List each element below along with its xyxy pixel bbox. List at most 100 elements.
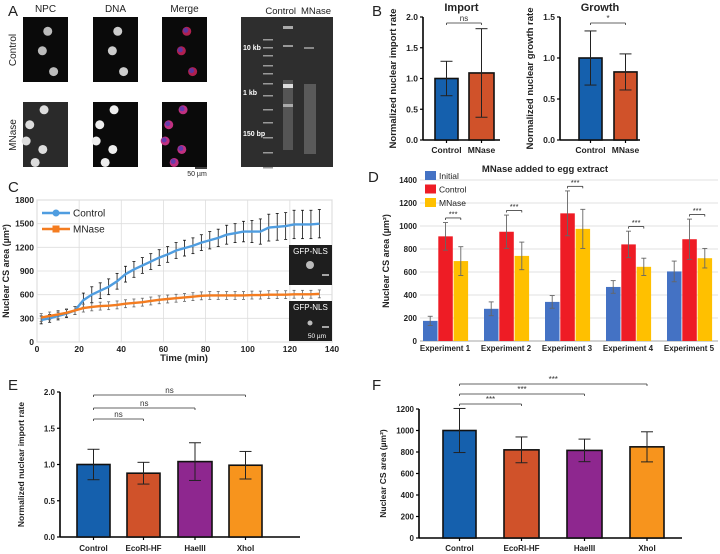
dna-stain xyxy=(165,121,171,127)
nucleus xyxy=(119,67,129,77)
ladder-band xyxy=(263,95,273,97)
y-tick-label: 0.0 xyxy=(44,533,56,542)
bar-mnase xyxy=(514,255,530,341)
nucleus xyxy=(108,144,118,154)
bar-control xyxy=(621,244,636,341)
panel-label: D xyxy=(368,169,379,186)
column-label: NPC xyxy=(35,4,56,15)
x-tick-label: Experiment 4 xyxy=(603,344,654,353)
bar-control xyxy=(560,213,575,341)
panel-a-micrographs xyxy=(21,17,207,167)
x-tick-label: Experiment 2 xyxy=(481,344,532,353)
column-label: Merge xyxy=(170,4,199,15)
bar-mnase xyxy=(636,266,652,341)
bar-initial xyxy=(667,271,682,341)
gel-lane-label: Control xyxy=(265,6,296,17)
y-tick-label: 0.5 xyxy=(44,497,56,506)
gel-band xyxy=(283,26,293,29)
y-tick-label: 1000 xyxy=(399,222,417,231)
x-tick-label: Control xyxy=(445,544,473,553)
x-tick-label: EcoRI-HF xyxy=(126,544,162,553)
dna-stain xyxy=(183,27,189,33)
nucleus xyxy=(43,26,53,36)
y-tick-label: 1500 xyxy=(15,219,34,229)
y-tick-label: 1.5 xyxy=(406,43,418,53)
panel-label: F xyxy=(372,377,381,394)
x-tick-label: Control xyxy=(575,145,605,155)
legend-label: MNase xyxy=(73,225,105,236)
dna-stain xyxy=(189,68,195,74)
legend-label: Control xyxy=(439,185,467,195)
chart-panel-f: 0 200 400 600 800 1000 1200 Control EcoRI-HF HaeI… xyxy=(378,375,682,553)
significance-label: ns xyxy=(114,410,122,419)
x-axis-label: Time (min) xyxy=(160,353,208,364)
row-label: MNase xyxy=(8,119,19,151)
y-axis-label: Nuclear CS area (µm²) xyxy=(1,224,11,318)
significance-label: ns xyxy=(140,399,148,408)
x-tick-label: 0 xyxy=(35,344,40,354)
nucleus xyxy=(109,105,119,115)
nucleus xyxy=(37,46,47,56)
nucleus xyxy=(25,120,35,130)
panel-label: A xyxy=(8,3,18,20)
ladder-band xyxy=(263,83,273,85)
x-tick-label: Control xyxy=(79,544,107,553)
series-line xyxy=(40,292,320,319)
panel-label: C xyxy=(8,179,19,196)
y-tick-label: 1800 xyxy=(15,195,34,205)
significance-label: *** xyxy=(486,395,495,404)
chart-title: Growth xyxy=(581,2,620,14)
y-tick-label: 800 xyxy=(404,245,418,254)
significance-label: *** xyxy=(693,206,702,215)
nucleus xyxy=(95,120,105,130)
x-tick-label: 80 xyxy=(201,344,211,354)
x-tick-label: Experiment 3 xyxy=(542,344,593,353)
bar-mnase xyxy=(575,228,591,341)
x-tick-label: Experiment 1 xyxy=(420,344,471,353)
dna-stain xyxy=(178,145,184,151)
y-axis-label: Nuclear CS area (µm²) xyxy=(381,214,391,308)
y-tick-label: 0 xyxy=(29,337,34,347)
y-tick-label: 0.5 xyxy=(406,104,418,114)
chart-panel-c: 0 20 40 60 80 100 120 140 0 300 600 900 1200 1500 1800… xyxy=(1,195,339,364)
legend-swatch xyxy=(425,198,436,207)
x-tick-label: MNase xyxy=(468,145,496,155)
column-label: DNA xyxy=(105,4,126,15)
inset-label: GFP-NLS xyxy=(293,303,328,312)
gel-marker-label: 10 kb xyxy=(243,45,261,52)
inset-label: GFP-NLS xyxy=(293,247,328,256)
y-axis-label: Normalized nuclear import rate xyxy=(16,402,26,527)
chart-panel-e: 0.0 0.5 1.0 1.5 2.0 Control EcoRI-HF HaeIII XhoI… xyxy=(16,386,300,553)
x-tick-label: HaeIII xyxy=(184,544,205,553)
ladder-band xyxy=(263,73,273,75)
row-label: Control xyxy=(8,34,19,66)
legend-swatch xyxy=(425,171,436,180)
bar-mnase xyxy=(453,261,469,341)
y-tick-label: 0 xyxy=(413,337,418,346)
panel-label: E xyxy=(8,377,18,394)
y-tick-label: 900 xyxy=(20,266,34,276)
x-tick-label: EcoRI-HF xyxy=(504,544,540,553)
nucleus xyxy=(107,46,117,56)
ladder-band xyxy=(263,55,273,57)
series-line xyxy=(40,222,320,322)
gel-band xyxy=(283,45,293,47)
y-tick-label: 300 xyxy=(20,313,34,323)
legend-marker xyxy=(52,209,60,217)
y-tick-label: 200 xyxy=(404,314,418,323)
nucleus xyxy=(100,157,110,167)
gel-lane-label: MNase xyxy=(301,6,331,17)
bar-initial xyxy=(545,301,560,341)
x-tick-label: HaeIII xyxy=(574,544,595,553)
legend-marker xyxy=(52,225,60,233)
nucleus xyxy=(91,136,101,146)
significance-label: *** xyxy=(510,202,519,211)
chart-panel-b: 0.0 0.5 1.0 1.5 Control MNase *Growth Normalize… xyxy=(525,2,640,155)
x-tick-label: MNase xyxy=(612,145,640,155)
y-axis-label: Normalized nuclear growth rate xyxy=(525,7,536,149)
nucleus xyxy=(30,157,40,167)
y-tick-label: 0.5 xyxy=(543,94,555,104)
y-tick-label: 200 xyxy=(401,513,415,522)
bar-initial xyxy=(484,308,499,341)
x-tick-label: 100 xyxy=(241,344,255,354)
